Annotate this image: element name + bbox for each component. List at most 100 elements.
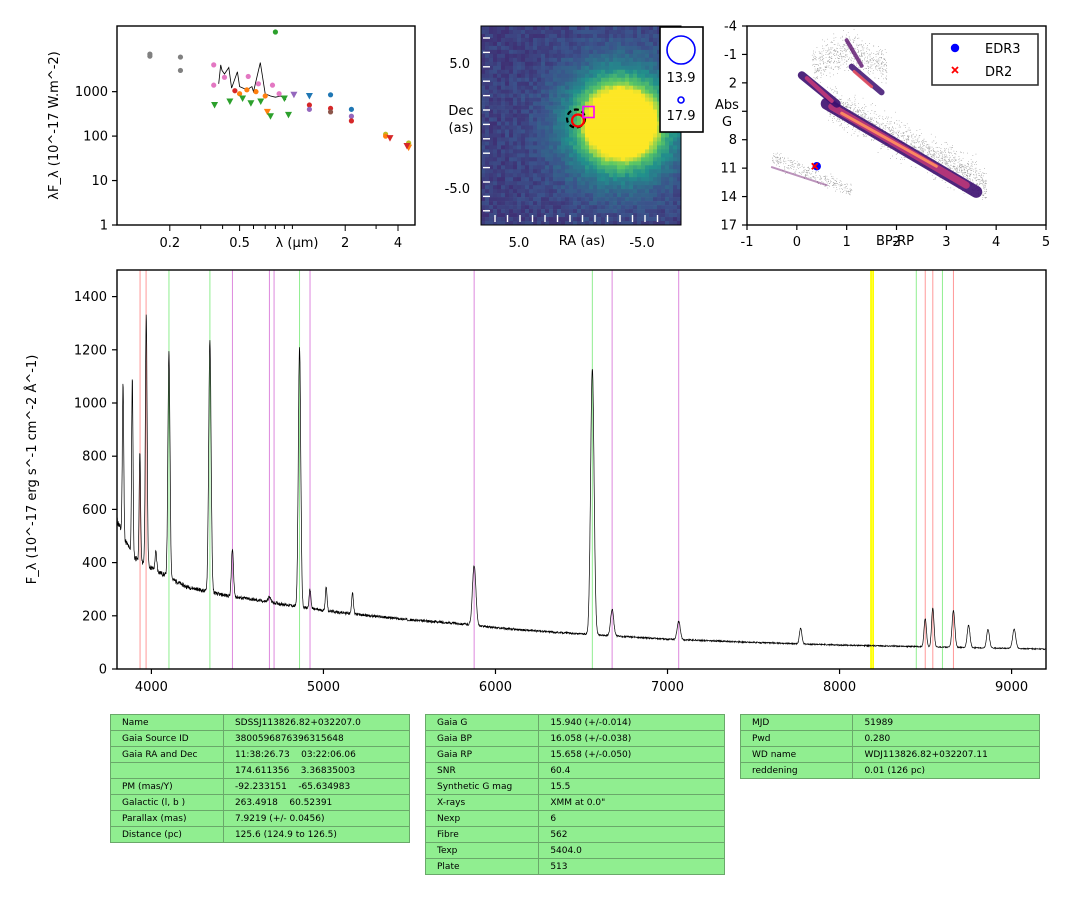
image-pixel (565, 145, 570, 150)
image-pixel (525, 41, 530, 47)
image-pixel (549, 153, 554, 158)
image-pixel (601, 149, 606, 154)
image-pixel (637, 49, 642, 55)
image-pixel (545, 209, 550, 214)
image-pixel (533, 53, 538, 59)
image-pixel (565, 97, 570, 102)
image-pixel (653, 81, 658, 86)
image-pixel (585, 173, 590, 178)
image-pixel (513, 173, 518, 178)
image-pixel (645, 89, 650, 94)
image-pixel (617, 193, 622, 198)
image-pixel (625, 57, 630, 63)
image-pixel (505, 193, 510, 198)
image-pixel (597, 45, 602, 51)
image-pixel (557, 189, 562, 194)
image-pixel (553, 197, 558, 202)
image-pixel (661, 193, 666, 198)
table-key: WD name (739, 746, 854, 763)
image-pixel (545, 213, 550, 218)
image-pixel (625, 201, 630, 206)
image-pixel (593, 53, 598, 59)
image-pixel (525, 33, 530, 39)
image-pixel (537, 221, 542, 226)
image-pixel (621, 165, 626, 170)
image-pixel (537, 73, 542, 79)
image-pixel (485, 161, 490, 166)
image-pixel (513, 221, 518, 226)
image-pixel (577, 33, 582, 39)
image-pixel (557, 97, 562, 102)
image-pixel (561, 125, 566, 130)
image-pixel (593, 161, 598, 166)
image-pixel (673, 161, 678, 166)
image-pixel (481, 69, 486, 75)
image-pixel (617, 213, 622, 218)
image-pixel (585, 177, 590, 182)
image-pixel (593, 33, 598, 39)
image-pixel (549, 125, 554, 130)
image-pixel (661, 169, 666, 174)
image-pixel (557, 221, 562, 226)
image-pixel (649, 177, 654, 182)
image-pixel (669, 157, 674, 162)
image-pixel (521, 37, 526, 43)
image-pixel (617, 177, 622, 182)
sed-point-10 (236, 91, 243, 97)
image-pixel (489, 101, 494, 106)
image-pixel (669, 201, 674, 206)
image-pixel (669, 189, 674, 194)
image-pixel (485, 69, 490, 75)
image-pixel (605, 125, 610, 130)
image-pixel (677, 205, 682, 210)
image-pixel (645, 197, 650, 202)
image-pixel (657, 93, 662, 98)
image-pixel (549, 33, 554, 39)
image-pixel (517, 209, 522, 214)
image-pixel (513, 161, 518, 166)
image-pixel (569, 77, 574, 83)
image-pixel (617, 33, 622, 39)
image-pixel (501, 205, 506, 210)
image-pixel (549, 221, 554, 226)
image-pixel (645, 49, 650, 55)
sed-point-30 (327, 92, 334, 98)
sed-point-7 (221, 74, 228, 80)
image-pixel (517, 113, 522, 118)
image-pixel (585, 133, 590, 138)
image-pixel (497, 213, 502, 218)
image-pixel (577, 205, 582, 210)
image-pixel (625, 157, 630, 162)
image-pixel (513, 165, 518, 170)
image-pixel (589, 205, 594, 210)
image-pixel (501, 93, 506, 98)
image-pixel (653, 69, 658, 75)
image-pixel (641, 29, 646, 35)
image-pixel (613, 185, 618, 190)
image-pixel (649, 85, 654, 90)
image-pixel (641, 81, 646, 86)
image-pixel (481, 173, 486, 178)
image-pixel (637, 129, 642, 134)
image-pixel (641, 89, 646, 94)
image-pixel (613, 61, 618, 67)
image-pixel (485, 33, 490, 39)
image-pixel (521, 137, 526, 142)
image-pixel (617, 205, 622, 210)
image-pixel (625, 177, 630, 182)
image-pixel (629, 65, 634, 71)
image-pixel (513, 205, 518, 210)
sed-point-25 (284, 111, 292, 119)
image-pixel (541, 69, 546, 75)
image-pixel (553, 41, 558, 47)
image-pixel (621, 125, 626, 130)
image-pixel (501, 209, 506, 214)
image-pixel (525, 101, 530, 106)
image-pixel (537, 37, 542, 43)
image-pixel (557, 217, 562, 222)
image-pixel (549, 49, 554, 55)
image-pixel (581, 49, 586, 55)
image-pixel (657, 145, 662, 150)
image-pixel (581, 165, 586, 170)
image-pixel (549, 105, 554, 110)
